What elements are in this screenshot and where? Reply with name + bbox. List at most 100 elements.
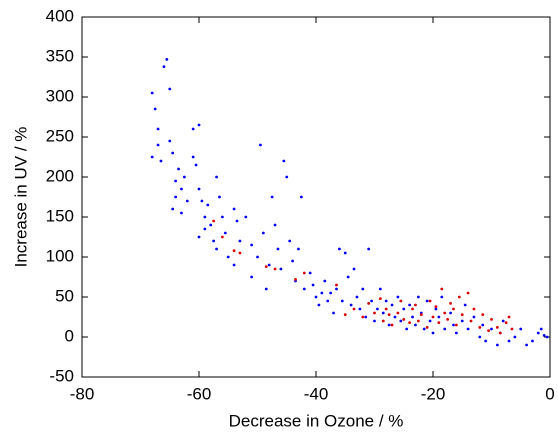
data-point — [282, 159, 286, 163]
data-point — [472, 307, 476, 311]
data-point — [361, 287, 365, 291]
data-point — [302, 271, 306, 275]
data-point — [355, 295, 359, 299]
data-point — [203, 215, 207, 219]
data-point — [311, 283, 315, 287]
data-point — [531, 339, 534, 343]
data-point — [536, 331, 540, 335]
data-point — [472, 315, 476, 319]
data-point — [212, 239, 216, 243]
data-point — [232, 263, 236, 267]
data-point — [443, 327, 447, 331]
data-point — [194, 163, 198, 167]
data-point — [513, 335, 517, 339]
data-point — [320, 291, 324, 295]
data-point — [381, 311, 385, 315]
data-point — [452, 307, 455, 311]
data-point — [326, 299, 330, 303]
data-point — [378, 297, 382, 300]
data-point — [226, 255, 230, 259]
data-point — [215, 175, 218, 179]
data-point — [291, 259, 294, 263]
data-point — [381, 319, 385, 323]
data-point — [335, 287, 338, 291]
data-point — [411, 315, 414, 319]
data-point — [264, 287, 268, 291]
data-point — [273, 267, 277, 271]
data-point — [323, 279, 327, 283]
data-point — [455, 323, 458, 327]
data-point — [443, 311, 447, 315]
data-point — [299, 195, 303, 199]
data-point — [174, 179, 178, 183]
data-point — [481, 323, 485, 327]
data-point — [235, 219, 239, 223]
data-point — [463, 303, 467, 307]
data-point — [165, 58, 169, 61]
y-tick-label: 200 — [46, 166, 74, 185]
data-point — [215, 247, 218, 251]
y-tick-label: -50 — [49, 366, 74, 385]
data-point — [168, 87, 172, 91]
data-point — [425, 326, 429, 329]
data-point — [437, 315, 441, 319]
data-point — [384, 299, 388, 303]
data-point — [466, 291, 470, 295]
data-point — [340, 299, 344, 303]
data-point — [279, 267, 283, 271]
x-tick-label: 0 — [545, 384, 554, 403]
data-point — [490, 318, 493, 321]
data-point — [434, 307, 438, 311]
y-tick-label: 350 — [46, 46, 74, 65]
data-point — [446, 318, 450, 321]
data-point — [408, 303, 411, 307]
data-point — [373, 319, 376, 323]
data-point — [270, 195, 274, 199]
data-point — [332, 311, 335, 315]
data-point — [153, 107, 157, 111]
data-point — [387, 323, 391, 327]
data-point — [232, 249, 236, 253]
y-tick-label: 0 — [65, 326, 74, 345]
data-point — [408, 321, 411, 324]
data-point — [358, 307, 362, 311]
data-point — [384, 307, 388, 311]
data-point — [440, 287, 444, 291]
x-tick-label: -20 — [421, 384, 446, 403]
data-point — [197, 187, 201, 191]
data-point — [185, 199, 189, 203]
data-point — [507, 315, 511, 319]
data-point — [238, 239, 242, 243]
data-point — [285, 175, 289, 179]
data-point — [180, 211, 183, 215]
data-point — [376, 307, 379, 311]
data-point — [416, 319, 420, 323]
data-point — [197, 123, 201, 127]
data-point — [510, 327, 514, 331]
data-point — [478, 326, 482, 329]
data-point — [466, 327, 470, 331]
data-point — [174, 195, 178, 199]
data-point — [457, 295, 461, 299]
data-point — [343, 251, 347, 255]
data-point — [539, 327, 543, 331]
data-point — [495, 326, 499, 329]
y-tick-label: 100 — [46, 246, 74, 265]
data-point — [264, 265, 268, 268]
data-point — [455, 331, 458, 335]
data-point — [156, 143, 160, 147]
data-point — [308, 271, 312, 275]
data-point — [238, 251, 242, 255]
data-point — [487, 329, 490, 332]
data-point — [431, 315, 435, 319]
x-tick-label: -80 — [70, 384, 95, 403]
data-point — [221, 215, 224, 219]
data-point — [525, 343, 528, 347]
data-point — [440, 295, 444, 299]
data-point — [256, 255, 259, 259]
data-point — [367, 302, 371, 305]
x-tick-label: -60 — [187, 384, 212, 403]
data-point — [367, 247, 371, 251]
data-point — [182, 175, 186, 179]
